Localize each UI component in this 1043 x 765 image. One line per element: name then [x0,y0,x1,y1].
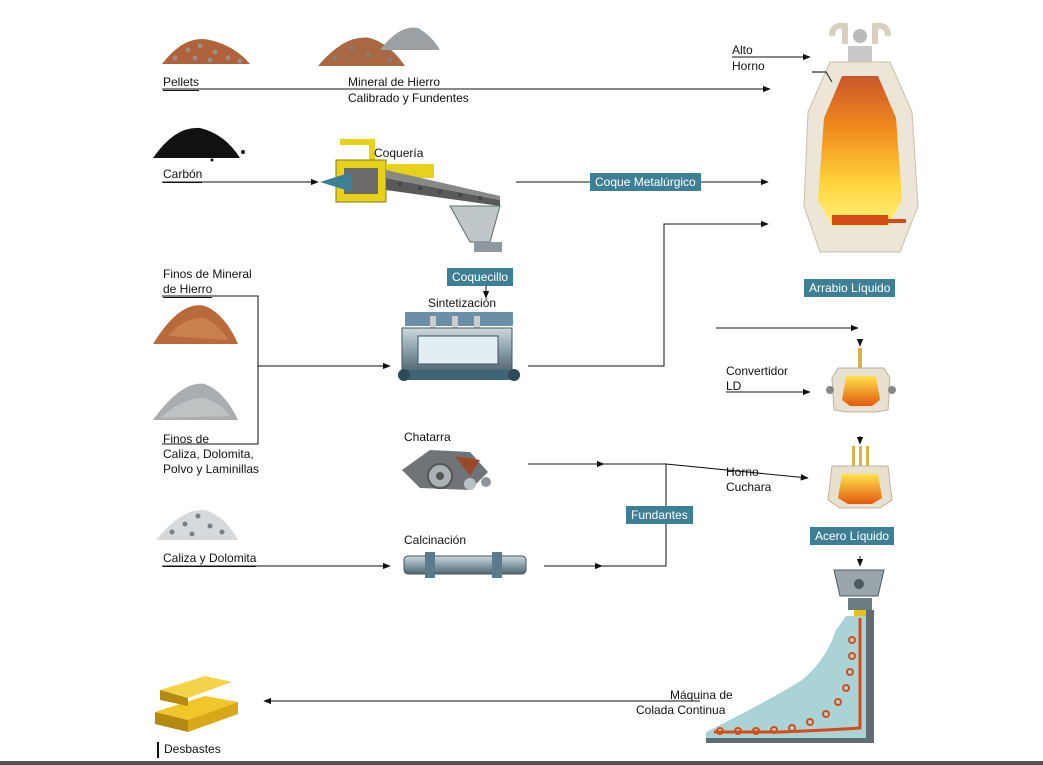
label-desbastes: Desbastes [164,742,221,756]
label-pellets: Pellets [163,75,200,91]
tag-fundantes: Fundantes [626,506,693,524]
coqueria-oven [320,139,502,252]
label-finos-mineral-line1: Finos de Mineral [163,267,252,281]
label-horno-cuchara-line1: Horno [726,465,759,479]
line-finos-caliza [162,366,259,445]
finos-caliza-pile [153,383,238,420]
line-to-horno-cuchara [665,463,809,481]
carbon-pile [153,127,245,162]
label-finos-caliza-line1: Finos de [163,432,210,446]
pellets-pile [162,39,250,64]
label-coqueria: Coquería [374,146,424,160]
desbastes-slabs [155,676,238,758]
line-sinter-to-horno [528,220,769,367]
label-carbon: Carbón [163,167,203,183]
label-mineral-line1: Mineral de Hierro [348,75,441,89]
label-maquina-line1: Máquina de [670,688,733,702]
label-alto-horno-line1: Alto [732,43,753,57]
convertidor-ld [826,348,896,413]
bottom-border [0,761,1043,765]
label-calcinacion: Calcinación [404,533,467,547]
mineral-pile [318,27,440,66]
label-chatarra: Chatarra [404,430,451,444]
tag-coque-metalurgico: Coque Metalúrgico [590,173,701,191]
label-maquina-line2: Colada Continua [636,703,726,717]
label-convertidor-line1: Convertidor [726,364,789,378]
label-convertidor-line2: LD [726,379,742,393]
label-mineral-line2: Calibrado y Fundentes [348,91,469,105]
label-finos-caliza-line3: Polvo y Laminillas [163,462,260,476]
label-finos-caliza-line2: Caliza, Dolomita, [163,447,254,461]
flow-lines [162,53,864,705]
sintetizacion-machine [398,312,520,381]
tag-acero-liquido: Acero Líquido [810,527,895,545]
caliza-dolomita-pile [156,509,238,540]
tag-coquecillo: Coquecillo [447,268,514,286]
line-finos-mineral [162,295,259,366]
calcinacion-kiln [403,552,527,578]
label-alto-horno-line2: Horno [732,59,765,73]
horno-cuchara [827,446,893,509]
colada-continua-machine [706,569,885,743]
tag-arrabio-liquido: Arrabio Líquido [804,279,896,297]
label-caliza-dolomita: Caliza y Dolomita [163,551,257,567]
finos-mineral-pile [153,305,238,344]
chatarra-scrap [402,450,491,490]
blast-furnace [803,22,919,253]
label-finos-mineral-line2: de Hierro [163,282,213,298]
label-sintetizacion: Sintetización [428,296,497,310]
label-horno-cuchara-line2: Cuchara [726,480,772,494]
